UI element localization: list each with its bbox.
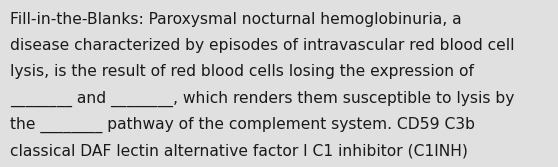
Text: the ________ pathway of the complement system. CD59 C3b: the ________ pathway of the complement s… xyxy=(10,117,475,133)
Text: classical DAF lectin alternative factor I C1 inhibitor (C1INH): classical DAF lectin alternative factor … xyxy=(10,144,468,159)
Text: disease characterized by episodes of intravascular red blood cell: disease characterized by episodes of int… xyxy=(10,38,514,53)
Text: ________ and ________, which renders them susceptible to lysis by: ________ and ________, which renders the… xyxy=(10,91,514,107)
Text: lysis, is the result of red blood cells losing the expression of: lysis, is the result of red blood cells … xyxy=(10,64,474,79)
Text: Fill-in-the-Blanks: Paroxysmal nocturnal hemoglobinuria, a: Fill-in-the-Blanks: Paroxysmal nocturnal… xyxy=(10,12,461,27)
